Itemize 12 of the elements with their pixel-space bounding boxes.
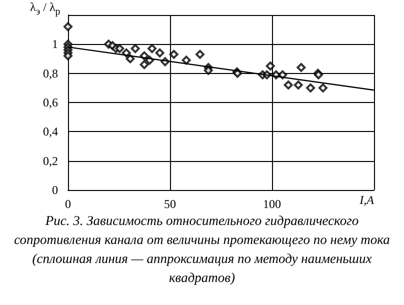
y-tick-label: 0 — [52, 183, 58, 197]
y-tick-label: 0,6 — [43, 96, 58, 110]
x-tick-label: 50 — [164, 197, 176, 211]
x-tick-label: 100 — [263, 197, 281, 211]
x-tick-label: 0 — [65, 197, 71, 211]
y-tick-label: 0,8 — [43, 66, 58, 80]
y-tick-label: 0,4 — [43, 124, 58, 139]
x-axis-title: I,A — [358, 193, 375, 207]
y-tick-label: 0,2 — [43, 154, 58, 168]
text: Рис. 3. Зависимость относительного гидравлического сопротивления канала от величины протекающего по нему тока (сплошная линия — аппроксимация по методу наименьших квадратов) — [13, 212, 391, 287]
y-axis-title: λ$_{э}$ / λ$_{р}$ — [30, 0, 60, 20]
y-tick-label: 1 — [52, 37, 58, 52]
